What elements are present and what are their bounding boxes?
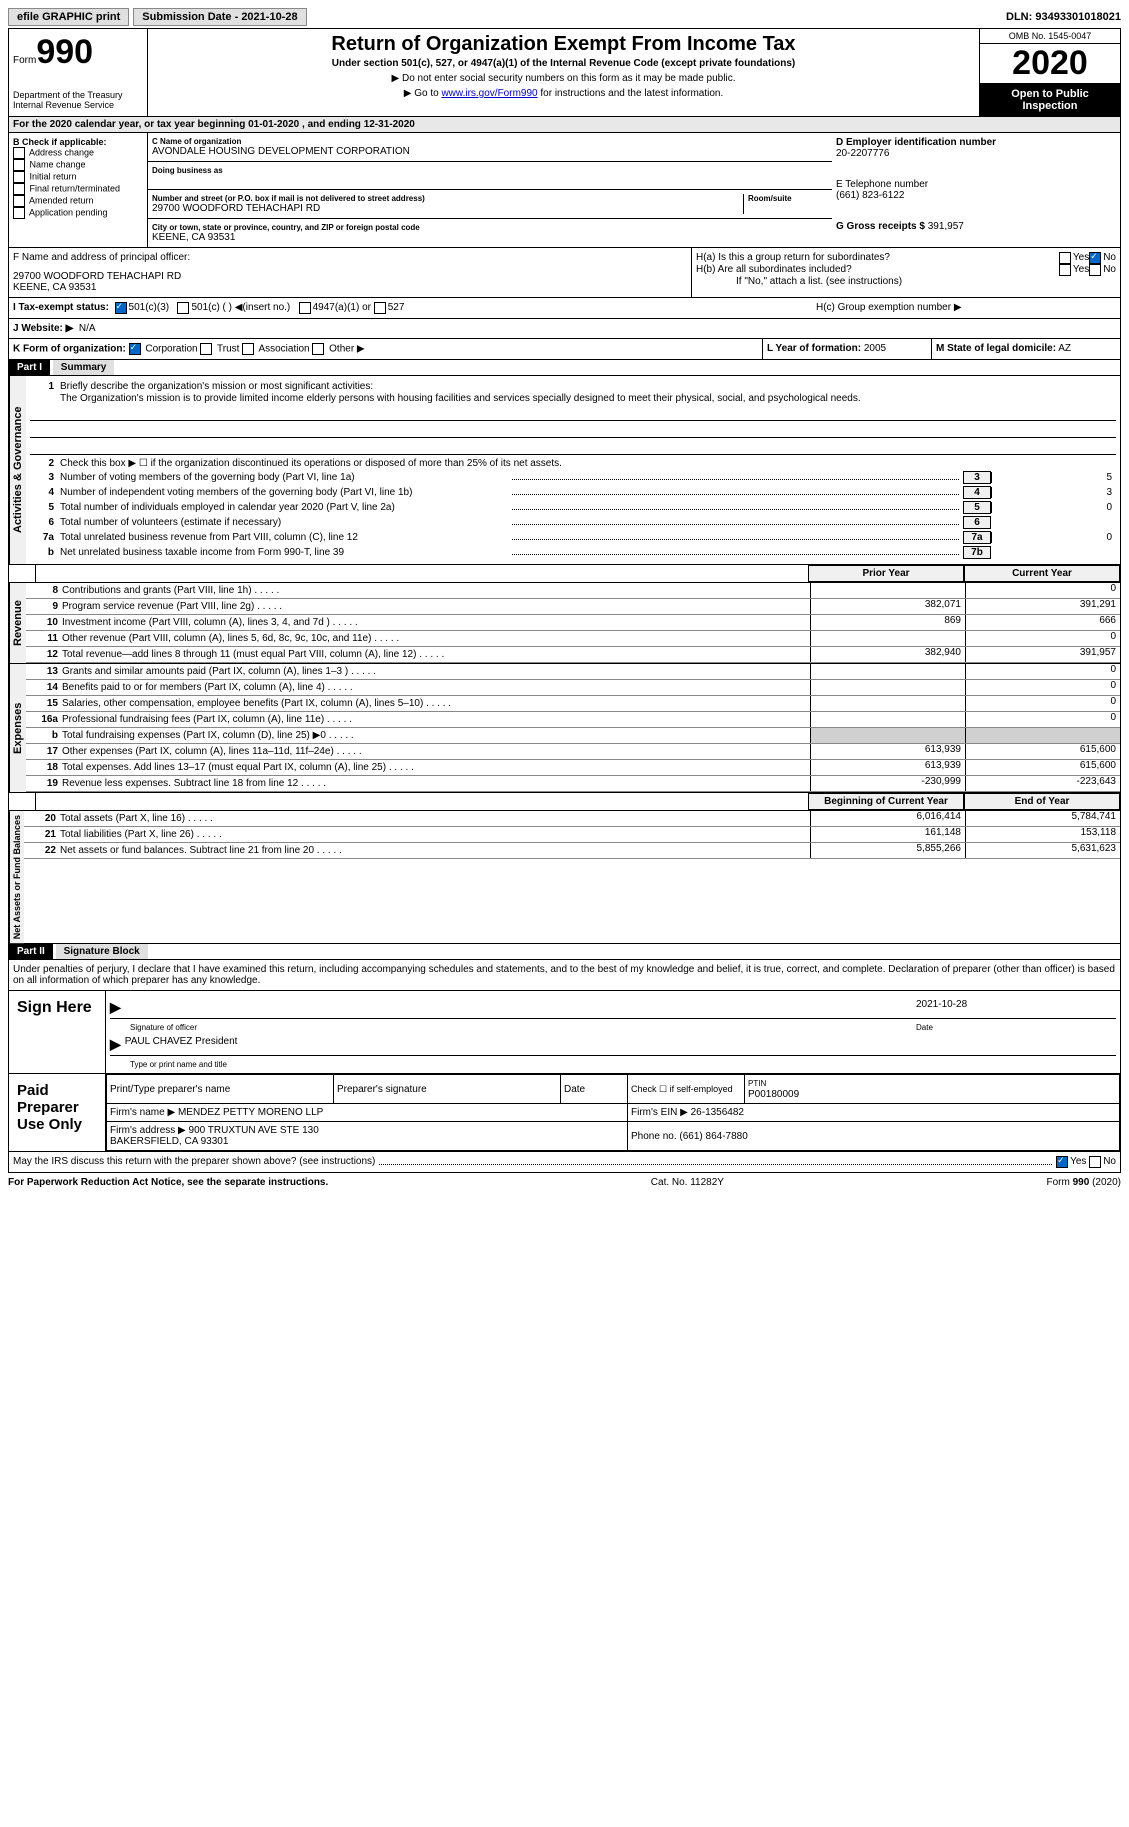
revenue-section: Revenue 8Contributions and grants (Part …	[8, 583, 1121, 664]
ein: 20-2207776	[836, 148, 1116, 159]
note-2: ▶ Go to www.irs.gov/Form990 for instruct…	[152, 88, 975, 99]
klm-row: K Form of organization: Corporation Trus…	[8, 339, 1121, 360]
fh-row: F Name and address of principal officer:…	[8, 248, 1121, 298]
table-row: 21Total liabilities (Part X, line 26) . …	[24, 827, 1120, 843]
dept-text: Department of the Treasury Internal Reve…	[13, 90, 143, 110]
org-address: 29700 WOODFORD TEHACHAPI RD	[152, 203, 743, 214]
tax-year: 2020	[980, 44, 1120, 84]
omb-number: OMB No. 1545-0047	[980, 29, 1120, 44]
table-row: 19Revenue less expenses. Subtract line 1…	[26, 776, 1120, 792]
part1-header: Part I Summary	[8, 360, 1121, 376]
top-bar: efile GRAPHIC print Submission Date - 20…	[8, 8, 1121, 26]
table-row: 16aProfessional fundraising fees (Part I…	[26, 712, 1120, 728]
section-deg: D Employer identification number 20-2207…	[832, 133, 1120, 247]
table-row: 13Grants and similar amounts paid (Part …	[26, 664, 1120, 680]
expenses-section: Expenses 13Grants and similar amounts pa…	[8, 664, 1121, 793]
website-row: J Website: ▶ N/A	[8, 319, 1121, 339]
other-checkbox[interactable]	[312, 343, 324, 355]
penalties-text: Under penalties of perjury, I declare th…	[8, 960, 1121, 991]
form-label: Form	[13, 55, 36, 66]
checkbox-item[interactable]: Amended return	[13, 195, 143, 207]
inspection-label: Open to Public Inspection	[980, 84, 1120, 116]
section-c: C Name of organization AVONDALE HOUSING …	[148, 133, 832, 247]
form-subtitle: Under section 501(c), 527, or 4947(a)(1)…	[152, 58, 975, 69]
table-row: 9Program service revenue (Part VIII, lin…	[26, 599, 1120, 615]
org-name: AVONDALE HOUSING DEVELOPMENT CORPORATION	[152, 146, 828, 157]
table-row: 12Total revenue—add lines 8 through 11 (…	[26, 647, 1120, 663]
col-headers: Prior Year Current Year	[8, 565, 1121, 583]
submission-button[interactable]: Submission Date - 2021-10-28	[133, 8, 306, 26]
info-row: B Check if applicable: Address change Na…	[8, 133, 1121, 248]
efile-button[interactable]: efile GRAPHIC print	[8, 8, 129, 26]
discuss-row: May the IRS discuss this return with the…	[8, 1152, 1121, 1173]
note-1: ▶ Do not enter social security numbers o…	[152, 73, 975, 84]
checkbox-item[interactable]: Initial return	[13, 171, 143, 183]
checkbox-item[interactable]: Address change	[13, 147, 143, 159]
table-row: 17Other expenses (Part IX, column (A), l…	[26, 744, 1120, 760]
corp-checkbox[interactable]	[129, 343, 141, 355]
preparer-section: Paid Preparer Use Only Print/Type prepar…	[8, 1074, 1121, 1152]
table-row: 20Total assets (Part X, line 16) . . . .…	[24, 811, 1120, 827]
table-row: 10Investment income (Part VIII, column (…	[26, 615, 1120, 631]
table-row: 8Contributions and grants (Part VIII, li…	[26, 583, 1120, 599]
527-checkbox[interactable]	[374, 302, 386, 314]
form-header: Form990 Department of the Treasury Inter…	[8, 28, 1121, 117]
table-row: bTotal fundraising expenses (Part IX, co…	[26, 728, 1120, 744]
sign-section: Sign Here ▶2021-10-28 Signature of offic…	[8, 991, 1121, 1074]
gross-receipts: 391,957	[928, 221, 964, 232]
na-headers: Beginning of Current Year End of Year	[8, 793, 1121, 811]
checkbox-item[interactable]: Name change	[13, 159, 143, 171]
checkbox-item[interactable]: Application pending	[13, 207, 143, 219]
table-row: 22Net assets or fund balances. Subtract …	[24, 843, 1120, 859]
dln-text: DLN: 93493301018021	[1006, 11, 1121, 23]
table-row: 11Other revenue (Part VIII, column (A), …	[26, 631, 1120, 647]
checkbox-item[interactable]: Final return/terminated	[13, 183, 143, 195]
period-row: For the 2020 calendar year, or tax year …	[8, 117, 1121, 133]
irs-link[interactable]: www.irs.gov/Form990	[441, 88, 537, 99]
discuss-yes-checkbox[interactable]	[1056, 1156, 1068, 1168]
form-title: Return of Organization Exempt From Incom…	[152, 33, 975, 56]
netassets-section: Net Assets or Fund Balances 20Total asse…	[8, 811, 1121, 944]
part2-header: Part II Signature Block	[8, 944, 1121, 960]
governance-section: Activities & Governance 1Briefly describ…	[8, 376, 1121, 565]
discuss-no-checkbox[interactable]	[1089, 1156, 1101, 1168]
assoc-checkbox[interactable]	[242, 343, 254, 355]
table-row: 14Benefits paid to or for members (Part …	[26, 680, 1120, 696]
501c-checkbox[interactable]	[177, 302, 189, 314]
table-row: 15Salaries, other compensation, employee…	[26, 696, 1120, 712]
org-city: KEENE, CA 93531	[152, 232, 828, 243]
4947-checkbox[interactable]	[299, 302, 311, 314]
form-number: 990	[36, 33, 93, 71]
status-row: I Tax-exempt status: 501(c)(3) 501(c) ( …	[8, 298, 1121, 319]
501c3-checkbox[interactable]	[115, 302, 127, 314]
table-row: 18Total expenses. Add lines 13–17 (must …	[26, 760, 1120, 776]
trust-checkbox[interactable]	[200, 343, 212, 355]
phone: (661) 823-6122	[836, 190, 1116, 201]
section-b: B Check if applicable: Address change Na…	[9, 133, 148, 247]
footer: For Paperwork Reduction Act Notice, see …	[8, 1173, 1121, 1192]
